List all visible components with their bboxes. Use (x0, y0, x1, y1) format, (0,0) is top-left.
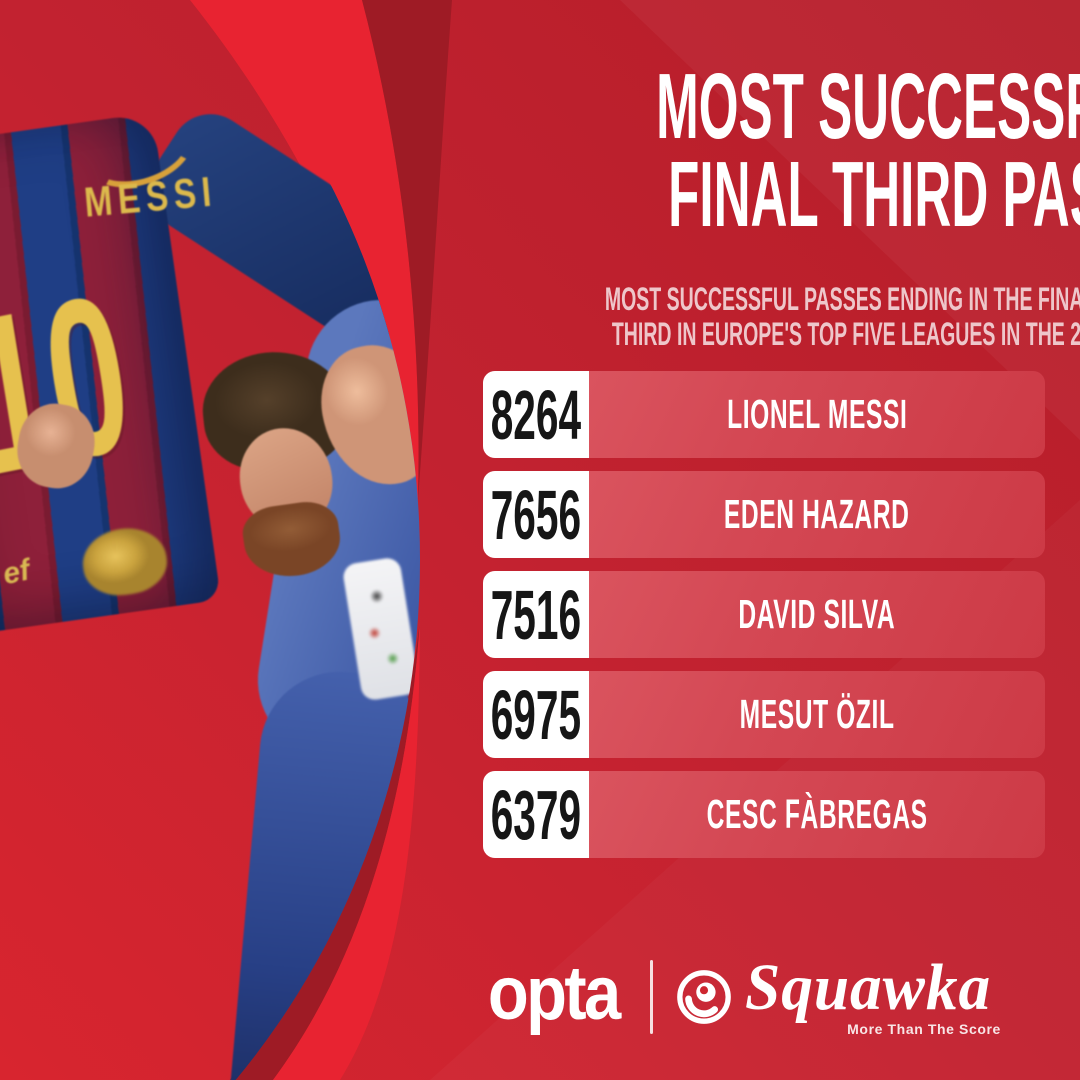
player-name: EDEN HAZARD (589, 471, 1045, 558)
subtitle-line-1: MOST SUCCESSFUL PASSES ENDING IN THE FIN… (604, 281, 1080, 317)
jersey-crest (78, 523, 171, 601)
table-row: 6379 CESC FÀBREGAS (483, 771, 1045, 858)
title-line-1: MOST SUCCESSFUL (656, 54, 1080, 158)
barcelona-jersey: MESSI 10 ef (0, 105, 221, 636)
value-badge: 6975 (483, 671, 589, 758)
table-row: 7656 EDEN HAZARD (483, 471, 1045, 558)
player-name: DAVID SILVA (589, 571, 1045, 658)
jersey-sponsor-text: ef (0, 553, 33, 592)
bottom-swoosh-dark (230, 620, 420, 1080)
value-badge: 6379 (483, 771, 589, 858)
player-name: MESUT ÖZIL (589, 671, 1045, 758)
title-line-2: FINAL THIRD PASSES (668, 142, 1080, 246)
sheen-top-right (620, 0, 1080, 440)
row-name: LIONEL MESSI (726, 391, 908, 437)
logo-divider (649, 960, 653, 1034)
top-swoosh-bright (190, 0, 419, 500)
value-badge: 7656 (483, 471, 589, 558)
row-name: DAVID SILVA (738, 591, 896, 637)
footer-branding: opta Squawka More Than The Score (430, 950, 1050, 1038)
page-title: MOST SUCCESSFUL FINAL THIRD PASSES (448, 54, 1080, 246)
ranking-list: 8264 LIONEL MESSI 7656 EDEN HAZARD 7516 … (483, 371, 1045, 871)
player-name: CESC FÀBREGAS (589, 771, 1045, 858)
subtitle: MOST SUCCESSFUL PASSES ENDING IN THE FIN… (448, 282, 1080, 352)
row-value: 6975 (490, 675, 582, 754)
table-row: 7516 DAVID SILVA (483, 571, 1045, 658)
value-badge: 8264 (483, 371, 589, 458)
squawka-wordmark: Squawka (744, 950, 991, 1024)
row-value: 8264 (490, 375, 582, 454)
row-value: 7656 (490, 475, 582, 554)
table-row: 6975 MESUT ÖZIL (483, 671, 1045, 758)
row-value: 6379 (490, 775, 582, 854)
row-value: 7516 (490, 575, 582, 654)
row-name: MESUT ÖZIL (739, 691, 895, 737)
table-row: 8264 LIONEL MESSI (483, 371, 1045, 458)
subtitle-line-2: THIRD IN EUROPE'S TOP FIVE LEAGUES IN TH… (611, 316, 1080, 352)
opta-logo: opta (487, 951, 621, 1036)
player-name: LIONEL MESSI (589, 371, 1045, 458)
row-name: EDEN HAZARD (724, 491, 910, 537)
top-swoosh-dark (362, 0, 452, 500)
squawka-tagline: More Than The Score (847, 1021, 1001, 1038)
row-name: CESC FÀBREGAS (706, 791, 928, 837)
value-badge: 7516 (483, 571, 589, 658)
bottom-swoosh-bright (273, 620, 420, 1080)
squawka-bird-icon (676, 970, 731, 1024)
squawka-logo: Squawka More Than The Score (675, 950, 1001, 1038)
